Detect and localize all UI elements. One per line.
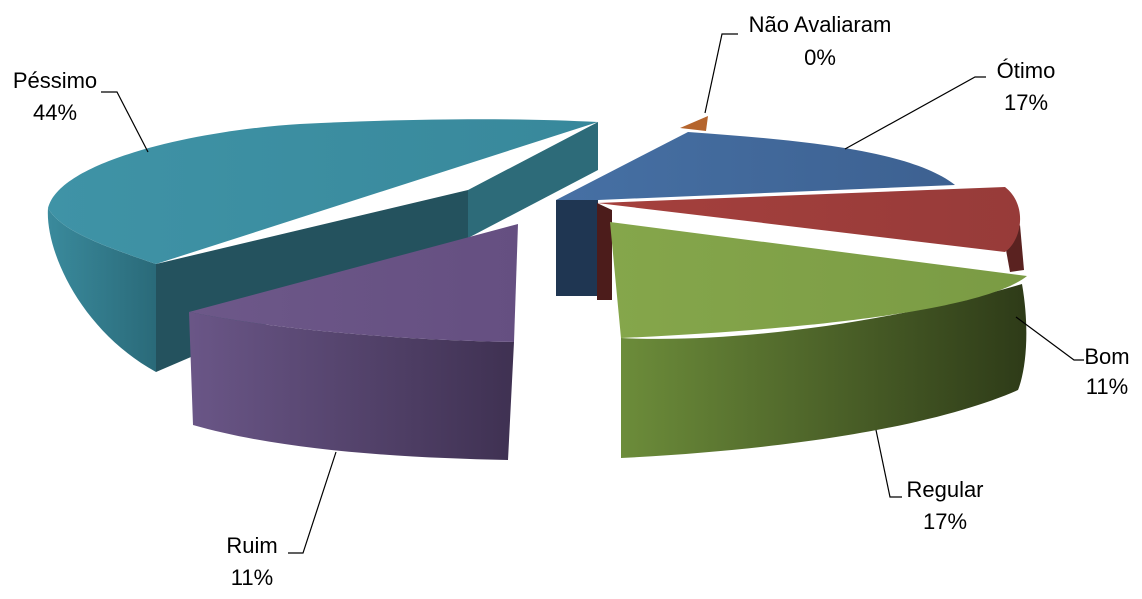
pie-slice-bom-side-1	[1006, 225, 1024, 272]
pie-slice-bom-side-0	[597, 203, 612, 300]
data-label-ruim: Ruim 11%	[226, 451, 337, 590]
leader-line-otimo	[844, 76, 986, 150]
pie-slice-bom	[597, 187, 1024, 300]
pie-slice-otimo	[556, 132, 955, 296]
data-label-value-pessimo: 44%	[33, 100, 77, 125]
pie-slice-otimo-side-0	[556, 200, 598, 296]
data-label-value-otimo: 17%	[1004, 90, 1048, 115]
pie-slice-bom-top	[597, 187, 1021, 252]
leader-line-ruim	[288, 451, 337, 554]
leader-line-nao-avaliaram	[704, 33, 738, 114]
pie-slice-ruim	[189, 224, 518, 460]
data-label-category-nao-avaliaram: Não Avaliaram	[749, 12, 892, 37]
data-label-pessimo: Péssimo 44%	[13, 68, 149, 153]
pie-slice-pessimo-side-2	[468, 122, 598, 238]
pie-slice-ruim-side-0	[189, 312, 514, 460]
pie-slice-ruim-top	[189, 224, 518, 342]
pie-slice-otimo-top	[556, 132, 955, 200]
data-label-value-nao-avaliaram: 0%	[804, 45, 836, 70]
data-label-category-bom: Bom	[1084, 344, 1129, 369]
pie-slice-regular	[610, 222, 1027, 458]
pie-slice-pessimo-side-0	[47, 208, 156, 372]
pie-slice-nao-avaliaram-top	[680, 116, 708, 131]
pie-slice-regular-top	[610, 222, 1027, 338]
pie-slice-nao-avaliaram	[680, 116, 708, 131]
data-label-value-regular: 17%	[923, 509, 967, 534]
pie-slice-regular-side-0	[621, 284, 1027, 458]
pie-slice-pessimo-top	[48, 119, 598, 264]
data-label-category-otimo: Ótimo	[997, 58, 1056, 83]
leader-line-regular	[875, 429, 902, 498]
data-label-regular: Regular 17%	[875, 429, 984, 534]
data-label-otimo: Ótimo 17%	[844, 58, 1056, 150]
data-label-category-regular: Regular	[906, 477, 983, 502]
leader-line-bom	[1015, 316, 1084, 361]
data-label-nao-avaliaram: Não Avaliaram 0%	[704, 12, 892, 114]
data-label-value-bom: 11%	[1086, 374, 1128, 399]
data-label-value-ruim: 11%	[231, 565, 273, 590]
leader-line-pessimo	[101, 91, 149, 153]
data-label-bom: Bom 11%	[1015, 316, 1130, 399]
data-label-category-ruim: Ruim	[226, 533, 277, 558]
data-label-category-pessimo: Péssimo	[13, 68, 97, 93]
